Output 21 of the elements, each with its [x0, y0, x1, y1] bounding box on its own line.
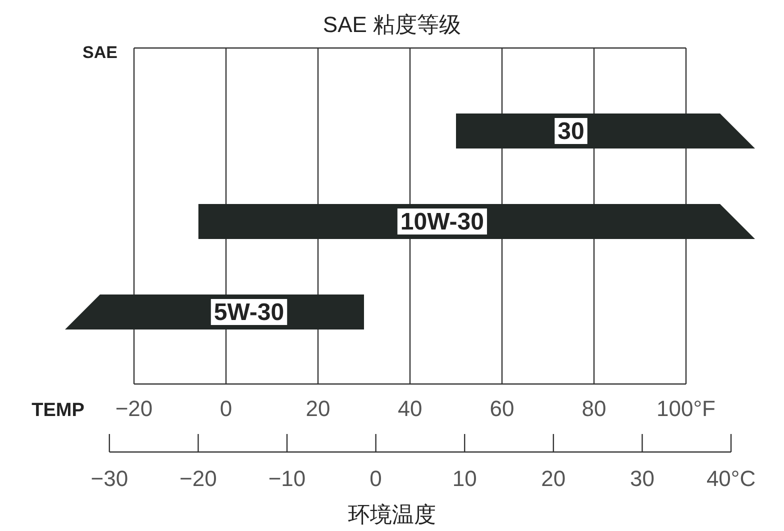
x2-tick-label: 10: [452, 466, 477, 491]
chart-title: SAE 粘度等级: [322, 12, 462, 37]
x-axis-title: 环境温度: [348, 502, 436, 527]
y-tick-label: 10W-30: [400, 208, 484, 236]
x2-tick-label: −10: [268, 466, 306, 491]
x2-tick-label: 30: [630, 466, 654, 491]
x2-tick-label: 40°C: [706, 466, 756, 491]
x-tick-label: −20: [115, 396, 153, 421]
text: TEMP: [32, 400, 85, 421]
y-axis-title: SAE: [82, 43, 118, 62]
x-tick-label: 20: [306, 396, 330, 421]
x-tick-label: 80: [582, 396, 606, 421]
x-tick-label: 60: [490, 396, 514, 421]
x-tick-label: 0: [220, 396, 232, 421]
x2-tick-label: 0: [370, 466, 382, 491]
x2-tick-label: −30: [90, 466, 128, 491]
x2-tick-label: 20: [541, 466, 566, 491]
x-tick-label: 100°F: [656, 396, 716, 421]
y-tick-label: 5W-30: [214, 299, 284, 326]
x-tick-label: 40: [398, 396, 422, 421]
x2-tick-label: −20: [180, 466, 217, 491]
